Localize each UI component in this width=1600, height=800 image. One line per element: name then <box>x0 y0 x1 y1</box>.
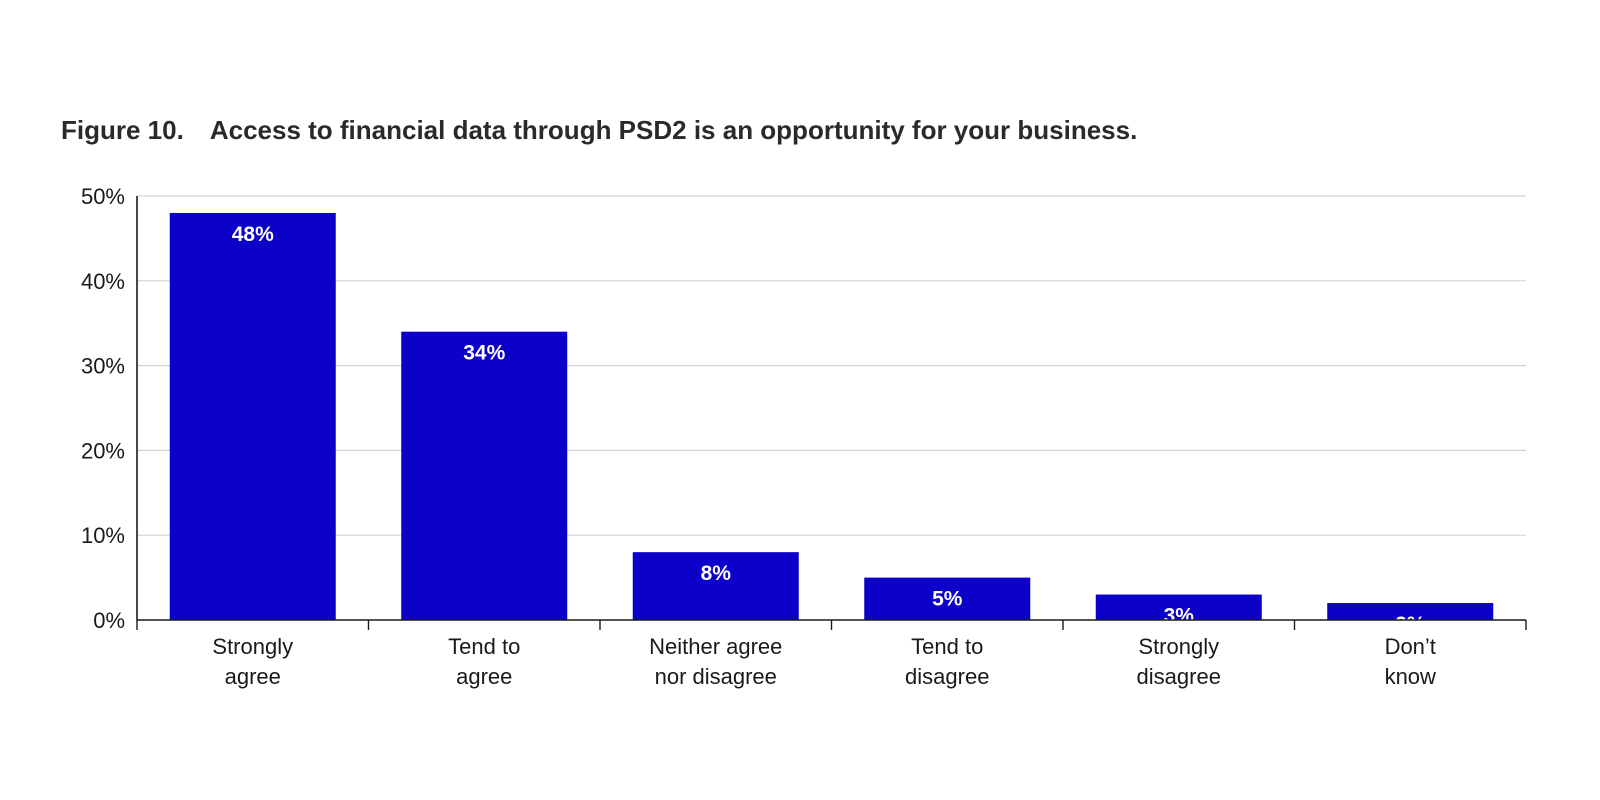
category-label: disagree <box>1137 664 1221 689</box>
category-label: agree <box>225 664 281 689</box>
category-label: Strongly <box>1138 634 1219 659</box>
category-label: know <box>1385 664 1436 689</box>
bar <box>169 212 336 620</box>
category-label: Neither agree <box>649 634 782 659</box>
y-tick-label: 30% <box>81 354 125 379</box>
y-tick-label: 0% <box>93 608 125 633</box>
y-tick-label: 40% <box>81 269 125 294</box>
figure-number: Figure 10. <box>61 115 184 145</box>
data-label: 3% <box>1164 605 1195 628</box>
category-labels: Strongly agree Tend to agree Neither agree no… <box>212 634 1436 689</box>
category-label: Tend to <box>911 634 983 659</box>
category-label: Tend to <box>448 634 520 659</box>
data-label: 2% <box>1395 613 1426 636</box>
axes <box>136 196 1527 630</box>
figure-title-text: Access to financial data through PSD2 is… <box>209 115 1138 145</box>
category-label: nor disagree <box>655 664 777 689</box>
grid-lines <box>137 195 1526 536</box>
data-label: 5% <box>932 588 963 611</box>
category-label: Don’t <box>1385 634 1436 659</box>
category-label: Strongly <box>212 634 293 659</box>
y-tick-label: 50% <box>81 184 125 209</box>
y-tick-label: 20% <box>81 438 125 463</box>
bar <box>1095 594 1262 620</box>
bar <box>632 552 799 620</box>
bar <box>1327 603 1494 620</box>
figure-title: Figure 10. Access to financial data throu… <box>61 115 1137 146</box>
bar <box>864 577 1031 620</box>
data-label: 34% <box>463 342 505 365</box>
category-label: agree <box>456 664 512 689</box>
bars: 48% 34% 8% 5% 3% 2% <box>169 212 1494 636</box>
y-tick-label: 10% <box>81 523 125 548</box>
y-axis-ticks: 0% 10% 20% 30% 40% 50% <box>81 184 125 633</box>
data-label: 8% <box>701 562 732 585</box>
bar <box>401 331 568 620</box>
data-label: 48% <box>232 223 274 246</box>
category-label: disagree <box>905 664 989 689</box>
